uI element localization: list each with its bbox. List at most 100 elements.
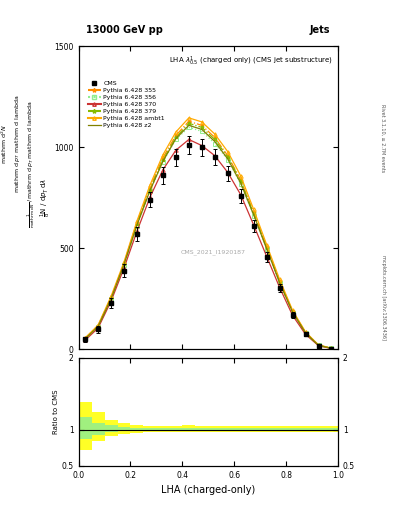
Pythia 6.428 ambt1 bbox=[200, 119, 204, 125]
Pythia 6.428 356 bbox=[277, 280, 282, 286]
Line: Pythia 6.428 ambt1: Pythia 6.428 ambt1 bbox=[83, 116, 333, 350]
Pythia 6.428 379 bbox=[200, 124, 204, 131]
Pythia 6.428 z2 bbox=[122, 262, 127, 268]
Pythia 6.428 z2 bbox=[83, 336, 88, 342]
Pythia 6.428 370 bbox=[264, 253, 269, 260]
Pythia 6.428 z2 bbox=[96, 324, 101, 330]
Pythia 6.428 z2 bbox=[303, 330, 308, 336]
Pythia 6.428 355 bbox=[122, 261, 127, 267]
Pythia 6.428 370 bbox=[290, 312, 295, 318]
Pythia 6.428 ambt1 bbox=[316, 342, 321, 348]
Pythia 6.428 z2 bbox=[187, 122, 191, 129]
Pythia 6.428 z2 bbox=[148, 187, 152, 194]
Pythia 6.428 z2 bbox=[290, 309, 295, 315]
Pythia 6.428 379 bbox=[277, 279, 282, 285]
Pythia 6.428 379 bbox=[316, 342, 321, 348]
Pythia 6.428 ambt1 bbox=[174, 129, 178, 135]
Pythia 6.428 355 bbox=[134, 219, 140, 225]
Pythia 6.428 379 bbox=[108, 295, 114, 302]
Pythia 6.428 ambt1 bbox=[134, 218, 140, 224]
Pythia 6.428 370 bbox=[148, 194, 152, 200]
Pythia 6.428 z2 bbox=[174, 136, 178, 142]
Pythia 6.428 ambt1 bbox=[96, 322, 101, 328]
Pythia 6.428 z2 bbox=[108, 296, 114, 302]
Pythia 6.428 z2 bbox=[134, 222, 140, 228]
Text: CMS_2021_I1920187: CMS_2021_I1920187 bbox=[181, 249, 246, 255]
Pythia 6.428 z2 bbox=[252, 212, 256, 218]
Pythia 6.428 356 bbox=[264, 246, 269, 252]
Pythia 6.428 355 bbox=[238, 177, 243, 183]
Pythia 6.428 z2 bbox=[161, 158, 165, 164]
Pythia 6.428 z2 bbox=[277, 280, 282, 286]
Pythia 6.428 379 bbox=[161, 157, 165, 163]
Pythia 6.428 379 bbox=[226, 154, 230, 160]
Pythia 6.428 379 bbox=[122, 261, 127, 267]
Pythia 6.428 379 bbox=[96, 323, 101, 329]
Pythia 6.428 370 bbox=[212, 153, 217, 159]
Pythia 6.428 ambt1 bbox=[277, 276, 282, 283]
Pythia 6.428 370 bbox=[238, 191, 243, 198]
Pythia 6.428 356 bbox=[252, 212, 256, 219]
Pythia 6.428 356 bbox=[187, 124, 191, 131]
Pythia 6.428 355 bbox=[187, 118, 191, 124]
Pythia 6.428 356 bbox=[174, 136, 178, 142]
Pythia 6.428 ambt1 bbox=[226, 148, 230, 155]
Pythia 6.428 355 bbox=[200, 122, 204, 129]
Pythia 6.428 370 bbox=[187, 136, 191, 142]
Text: mathrm $\mathrm{d}^2N$: mathrm $\mathrm{d}^2N$ bbox=[0, 123, 9, 163]
Line: Pythia 6.428 z2: Pythia 6.428 z2 bbox=[85, 125, 331, 348]
Text: mcplots.cern.ch [arXiv:1306.3436]: mcplots.cern.ch [arXiv:1306.3436] bbox=[381, 254, 386, 339]
Pythia 6.428 356 bbox=[226, 157, 230, 163]
Line: Pythia 6.428 370: Pythia 6.428 370 bbox=[83, 138, 333, 350]
Pythia 6.428 379 bbox=[83, 335, 88, 342]
Y-axis label: $\frac{1}{\rm d}N$ / ${\rm d}p_T\,{\rm d}\lambda$: $\frac{1}{\rm d}N$ / ${\rm d}p_T\,{\rm d… bbox=[39, 178, 53, 217]
Pythia 6.428 355 bbox=[83, 335, 88, 342]
Pythia 6.428 370 bbox=[122, 265, 127, 271]
Text: Jets: Jets bbox=[310, 25, 330, 35]
Pythia 6.428 379 bbox=[148, 186, 152, 193]
Pythia 6.428 379 bbox=[329, 345, 334, 351]
Pythia 6.428 355 bbox=[252, 209, 256, 216]
Pythia 6.428 355 bbox=[108, 295, 114, 301]
Pythia 6.428 370 bbox=[174, 147, 178, 153]
Pythia 6.428 356 bbox=[122, 262, 127, 268]
Pythia 6.428 355 bbox=[226, 153, 230, 159]
Pythia 6.428 370 bbox=[96, 325, 101, 331]
Pythia 6.428 355 bbox=[161, 155, 165, 161]
Pythia 6.428 379 bbox=[238, 178, 243, 184]
Pythia 6.428 379 bbox=[174, 134, 178, 140]
Pythia 6.428 379 bbox=[212, 136, 217, 142]
Pythia 6.428 356 bbox=[238, 181, 243, 187]
Pythia 6.428 356 bbox=[134, 223, 140, 229]
Pythia 6.428 355 bbox=[148, 184, 152, 190]
Pythia 6.428 ambt1 bbox=[329, 345, 334, 351]
Line: Pythia 6.428 379: Pythia 6.428 379 bbox=[83, 121, 333, 350]
Text: Rivet 3.1.10, ≥ 2.7M events: Rivet 3.1.10, ≥ 2.7M events bbox=[381, 104, 386, 173]
Pythia 6.428 ambt1 bbox=[83, 335, 88, 341]
Pythia 6.428 ambt1 bbox=[108, 293, 114, 300]
Pythia 6.428 356 bbox=[148, 188, 152, 195]
Pythia 6.428 ambt1 bbox=[238, 173, 243, 179]
Pythia 6.428 379 bbox=[290, 309, 295, 315]
Y-axis label: Ratio to CMS: Ratio to CMS bbox=[53, 390, 59, 434]
Pythia 6.428 356 bbox=[108, 296, 114, 302]
Pythia 6.428 355 bbox=[277, 278, 282, 284]
Text: LHA $\lambda^{1}_{0.5}$ (charged only) (CMS jet substructure): LHA $\lambda^{1}_{0.5}$ (charged only) (… bbox=[169, 55, 333, 69]
Pythia 6.428 370 bbox=[83, 337, 88, 344]
Pythia 6.428 355 bbox=[96, 323, 101, 329]
Pythia 6.428 355 bbox=[264, 244, 269, 250]
Pythia 6.428 356 bbox=[161, 159, 165, 165]
Line: Pythia 6.428 355: Pythia 6.428 355 bbox=[83, 120, 333, 350]
Pythia 6.428 ambt1 bbox=[148, 182, 152, 188]
Pythia 6.428 z2 bbox=[316, 342, 321, 348]
Pythia 6.428 370 bbox=[161, 167, 165, 173]
Pythia 6.428 370 bbox=[226, 169, 230, 176]
Pythia 6.428 370 bbox=[134, 228, 140, 234]
Text: $\frac{1}{\mathrm{mathrm\,d}N}\,/\,$mathrm $\mathrm{d}\,p_T$ mathrm $\mathrm{d}$: $\frac{1}{\mathrm{mathrm\,d}N}\,/\,$math… bbox=[26, 100, 37, 228]
Pythia 6.428 355 bbox=[212, 134, 217, 140]
Pythia 6.428 356 bbox=[83, 336, 88, 342]
Pythia 6.428 379 bbox=[303, 330, 308, 336]
Pythia 6.428 ambt1 bbox=[264, 242, 269, 248]
Pythia 6.428 370 bbox=[200, 142, 204, 148]
Pythia 6.428 z2 bbox=[238, 180, 243, 186]
